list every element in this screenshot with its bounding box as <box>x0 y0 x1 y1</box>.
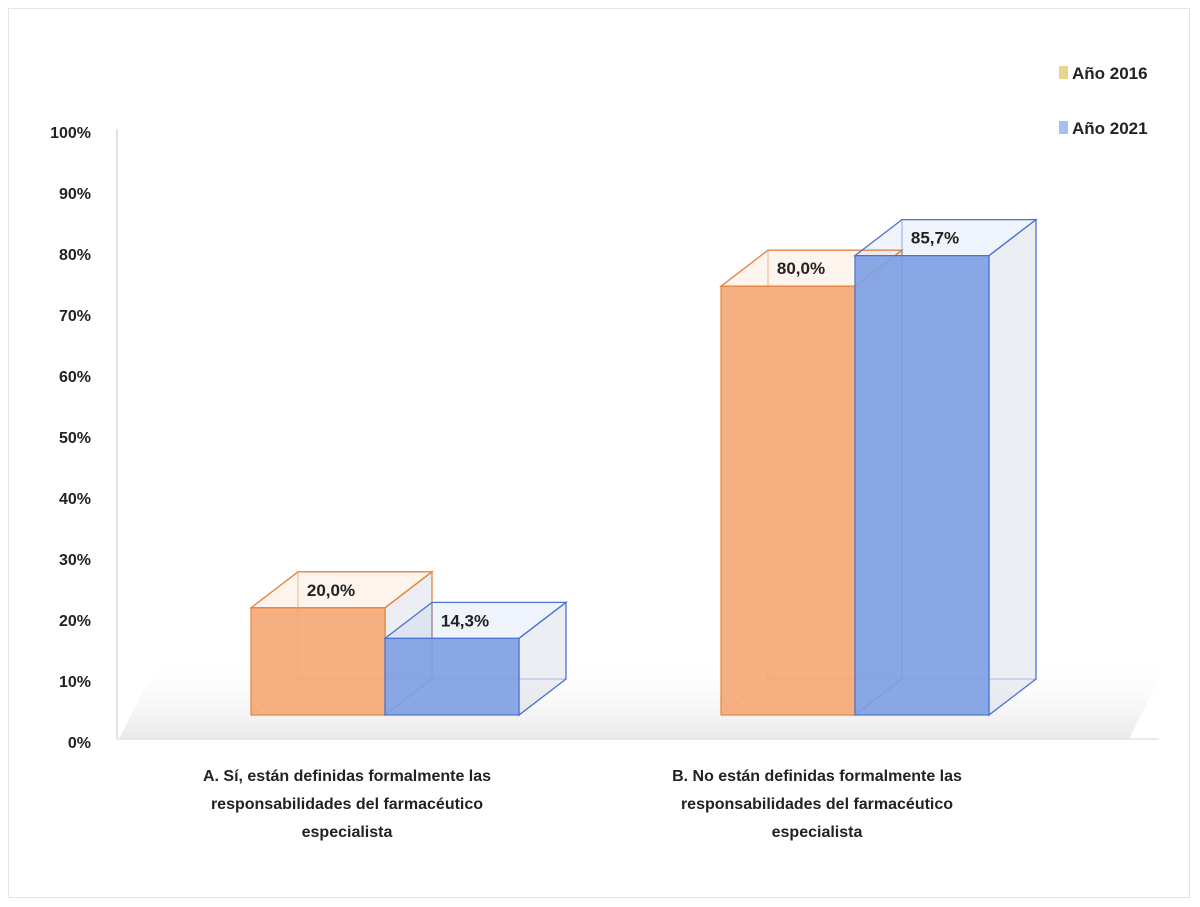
bar-chart: 0% 10% 20% 30% 40% 50% 60% 70% 80% 90% 100% 20,0% 1… <box>9 9 1191 899</box>
y-tick-label: 80% <box>59 247 91 264</box>
category-label: A. Sí, están definidas formalmente las re… <box>203 768 491 841</box>
y-tick-label: 40% <box>59 491 91 508</box>
chart-frame: 0% 10% 20% 30% 40% 50% 60% 70% 80% 90% 100% 20,0% 1… <box>8 8 1190 898</box>
data-label: 14,3% <box>441 611 489 630</box>
y-tick-label: 90% <box>59 186 91 203</box>
legend-label: Año 2016 <box>1072 64 1148 83</box>
bar <box>855 220 1036 715</box>
data-label: 20,0% <box>307 581 355 600</box>
legend: Año 2016 Año 2021 <box>1059 64 1148 138</box>
y-tick-label: 50% <box>59 430 91 447</box>
category-labels: A. Sí, están definidas formalmente las re… <box>203 768 962 841</box>
y-axis-ticks: 0% 10% 20% 30% 40% 50% 60% 70% 80% 90% 100% <box>50 125 91 752</box>
data-label: 80,0% <box>777 259 825 278</box>
legend-item: Año 2021 <box>1059 119 1148 138</box>
bars <box>251 220 1036 715</box>
y-tick-label: 60% <box>59 369 91 386</box>
legend-label: Año 2021 <box>1072 119 1148 138</box>
y-tick-label: 10% <box>59 674 91 691</box>
legend-swatch <box>1059 66 1068 79</box>
legend-swatch <box>1059 121 1068 134</box>
y-tick-label: 70% <box>59 308 91 325</box>
category-label: B. No están definidas formalmente las res… <box>672 768 962 841</box>
y-tick-label: 100% <box>50 125 91 142</box>
y-tick-label: 30% <box>59 552 91 569</box>
y-tick-label: 20% <box>59 613 91 630</box>
legend-item: Año 2016 <box>1059 64 1148 83</box>
data-label: 85,7% <box>911 229 959 248</box>
y-tick-label: 0% <box>68 735 91 752</box>
